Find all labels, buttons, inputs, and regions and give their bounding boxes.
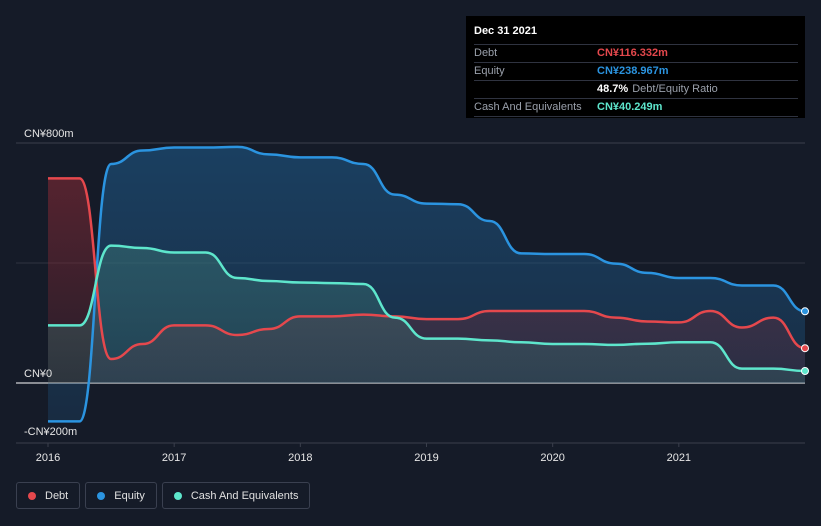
tooltip-ratio-value: 48.7% — [597, 83, 629, 95]
endpoint-cash-and-equivalents — [801, 367, 809, 375]
line-equity — [48, 145, 806, 423]
legend-item-equity[interactable]: Equity — [85, 482, 157, 509]
legend-item-debt[interactable]: Debt — [16, 482, 81, 509]
tooltip-row-ratio: 48.7% Debt/Equity Ratio — [474, 80, 798, 98]
tooltip-cash-label: Cash And Equivalents — [474, 101, 582, 113]
tooltip-debt-value: CN¥116.332m — [597, 47, 668, 59]
legend-label-debt: Debt — [45, 489, 69, 502]
tooltip-panel: Dec 31 2021 Debt CN¥116.332m Equity CN¥2… — [466, 16, 805, 118]
endpoint-equity — [801, 307, 809, 316]
x-tick-label-4: 2020 — [540, 452, 564, 464]
legend-dot-debt — [28, 491, 36, 500]
tooltip-ratio-label: Debt/Equity Ratio — [632, 83, 718, 95]
tooltip-row-equity: Equity CN¥238.967m — [474, 62, 798, 80]
tooltip-equity-label: Equity — [474, 65, 505, 77]
tooltip-debt-label: Debt — [474, 47, 498, 59]
x-tick-label-5: 2021 — [667, 452, 691, 464]
x-tick-label-1: 2017 — [162, 452, 186, 464]
tooltip-equity-value: CN¥238.967m — [597, 65, 669, 77]
legend-label-cash: Cash And Equivalents — [190, 489, 299, 502]
tooltip-row-debt: Debt CN¥116.332m — [474, 44, 798, 62]
legend-dot-cash — [173, 491, 182, 500]
x-tick-label-3: 2019 — [414, 452, 438, 464]
x-tick-label-2: 2018 — [288, 452, 312, 464]
area-debt — [48, 178, 805, 383]
y-tick-label-1: CN¥0 — [24, 368, 52, 380]
endpoint-debt — [801, 344, 809, 353]
line-debt — [48, 177, 806, 361]
x-tick-label-0: 2016 — [36, 452, 60, 464]
legend-item-cash[interactable]: Cash And Equivalents — [161, 482, 311, 509]
tooltip-date: Dec 31 2021 — [474, 25, 537, 37]
legend-label-equity: Equity — [114, 489, 145, 502]
y-tick-label-2: -CN¥200m — [24, 426, 77, 438]
legend-dot-equity — [97, 491, 106, 500]
area-cash-and-equivalents — [48, 245, 805, 383]
legend: Debt Equity Cash And Equivalents — [16, 482, 315, 509]
y-tick-label-0: CN¥800m — [24, 128, 74, 140]
tooltip-row-cash: Cash And Equivalents CN¥40.249m — [474, 98, 798, 117]
line-cash-and-equivalents — [48, 244, 806, 373]
tooltip-cash-value: CN¥40.249m — [597, 101, 663, 113]
